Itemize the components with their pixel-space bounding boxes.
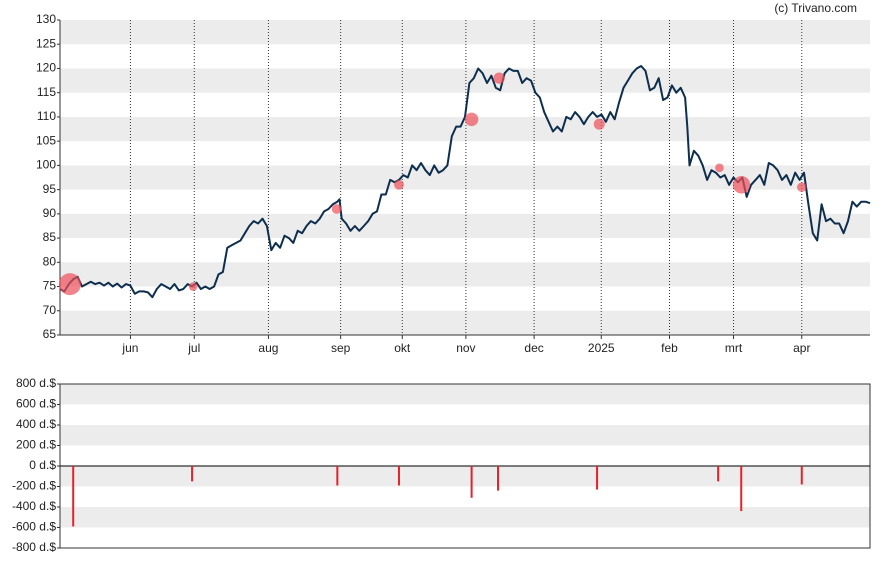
- bar: [191, 466, 194, 482]
- grid-band: [60, 425, 870, 446]
- grid-band: [60, 507, 870, 528]
- bar: [740, 466, 743, 512]
- y-tick-label: 800 d.$: [16, 376, 56, 390]
- trade-marker: [715, 163, 724, 173]
- y-tick-label: 130: [36, 12, 56, 26]
- y-tick-label: -200 d.$: [12, 479, 56, 493]
- trade-marker: [732, 176, 751, 194]
- x-tick-label: apr: [793, 341, 810, 355]
- x-tick-label: jun: [121, 341, 138, 355]
- trade-marker: [493, 72, 505, 84]
- grid-band: [60, 116, 870, 142]
- y-tick-label: 75: [43, 279, 57, 293]
- y-tick-label: 85: [43, 230, 57, 244]
- y-tick-label: 200 d.$: [16, 438, 56, 452]
- y-tick-label: 95: [43, 182, 57, 196]
- trade-marker: [331, 204, 342, 214]
- grid-band: [60, 20, 870, 45]
- grid-band: [60, 68, 870, 93]
- y-tick-label: 0 d.$: [29, 458, 56, 472]
- y-tick-label: 100: [36, 158, 56, 172]
- x-tick-label: nov: [456, 341, 475, 355]
- source: (c) Trivano.com: [774, 1, 857, 15]
- x-tick-label: okt: [394, 341, 411, 355]
- x-tick-label: mrt: [725, 341, 743, 355]
- x-tick-label: aug: [258, 341, 278, 355]
- y-tick-label: 600 d.$: [16, 397, 56, 411]
- y-tick-label: 400 d.$: [16, 417, 56, 431]
- price-line: [59, 65, 871, 299]
- y-tick-label: 110: [37, 109, 56, 123]
- y-tick-label: -600 d.$: [12, 520, 56, 534]
- y-tick-label: 120: [36, 61, 56, 75]
- y-tick-label: 80: [43, 254, 57, 268]
- x-tick-label: 2025: [588, 341, 615, 355]
- bar: [497, 466, 500, 491]
- y-tick-label: 65: [43, 327, 57, 341]
- y-tick-label: -800 d.$: [12, 540, 56, 554]
- trade-marker: [188, 282, 198, 291]
- trade-marker: [593, 118, 605, 130]
- y-tick-label: 105: [36, 133, 56, 147]
- grid-band: [60, 262, 870, 287]
- bar: [596, 466, 599, 490]
- grid-band: [60, 310, 870, 335]
- trade-marker: [797, 182, 807, 192]
- bar: [800, 466, 803, 485]
- grid-band: [60, 466, 870, 487]
- y-tick-label: 90: [43, 206, 57, 220]
- grid-band: [60, 384, 870, 405]
- bar: [470, 466, 473, 498]
- x-tick-label: dec: [524, 341, 543, 355]
- x-tick-label: sep: [331, 341, 351, 355]
- trade-marker: [394, 179, 404, 190]
- bar: [336, 466, 339, 486]
- y-tick-label: 70: [43, 303, 57, 317]
- trade-marker: [58, 273, 81, 296]
- y-tick-label: 115: [37, 85, 56, 99]
- y-tick-label: 125: [36, 36, 56, 50]
- bar: [397, 466, 400, 486]
- grid-band: [60, 213, 870, 239]
- x-tick-label: jul: [187, 341, 200, 355]
- y-tick-label: -400 d.$: [12, 499, 56, 513]
- bar: [72, 466, 75, 527]
- trade-marker: [464, 112, 479, 127]
- x-tick-label: feb: [661, 341, 678, 355]
- bar: [717, 466, 720, 482]
